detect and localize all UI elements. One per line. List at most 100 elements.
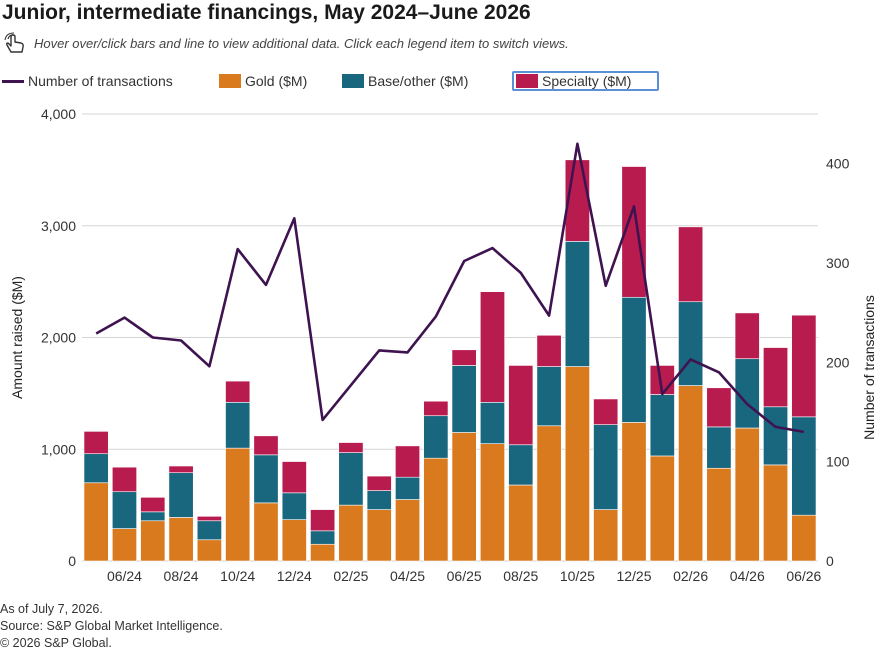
bar-base[interactable] <box>451 365 477 433</box>
bar-gold[interactable] <box>395 499 421 562</box>
bar-specialty[interactable] <box>508 365 534 446</box>
bar-specialty[interactable] <box>479 291 505 403</box>
bar-specialty[interactable] <box>253 435 279 456</box>
bar-base[interactable] <box>140 511 166 522</box>
bar-base[interactable] <box>83 453 109 484</box>
transactions-point[interactable] <box>264 282 269 287</box>
bar-base[interactable] <box>593 424 619 510</box>
transactions-point[interactable] <box>320 417 325 422</box>
bar-gold[interactable] <box>564 366 590 562</box>
transactions-point[interactable] <box>94 331 99 336</box>
bar-gold[interactable] <box>423 457 449 562</box>
bar-base[interactable] <box>281 492 307 520</box>
bar-base[interactable] <box>621 296 647 423</box>
transactions-point[interactable] <box>773 424 778 429</box>
bar-specialty[interactable] <box>338 442 364 453</box>
bar-base[interactable] <box>196 520 222 541</box>
bar-gold[interactable] <box>253 502 279 562</box>
transactions-point[interactable] <box>462 259 467 264</box>
bar-specialty[interactable] <box>734 312 760 360</box>
bar-specialty[interactable] <box>593 398 619 425</box>
legend-item-base[interactable]: Base/other ($M) <box>342 70 468 92</box>
bar-gold[interactable] <box>366 509 392 562</box>
bar-base[interactable] <box>706 426 732 469</box>
transactions-point[interactable] <box>801 429 806 434</box>
transactions-point[interactable] <box>348 383 353 388</box>
bar-gold[interactable] <box>338 504 364 562</box>
transactions-point[interactable] <box>518 270 523 275</box>
bar-base[interactable] <box>395 476 421 500</box>
bar-specialty[interactable] <box>281 461 307 494</box>
bar-gold[interactable] <box>196 539 222 562</box>
bar-base[interactable] <box>479 402 505 444</box>
bar-gold[interactable] <box>763 464 789 562</box>
bar-base[interactable] <box>678 301 704 386</box>
bar-specialty[interactable] <box>536 334 562 367</box>
bar-specialty[interactable] <box>111 466 137 493</box>
bar-base[interactable] <box>310 530 336 545</box>
transactions-point[interactable] <box>575 141 580 146</box>
bar-base[interactable] <box>423 415 449 459</box>
bar-specialty[interactable] <box>451 349 477 366</box>
bar-gold[interactable] <box>281 519 307 562</box>
bar-specialty[interactable] <box>678 226 704 303</box>
bar-gold[interactable] <box>621 422 647 562</box>
bar-gold[interactable] <box>678 385 704 562</box>
bar-base[interactable] <box>253 454 279 504</box>
bar-base[interactable] <box>649 394 675 457</box>
transactions-point[interactable] <box>433 314 438 319</box>
bar-specialty[interactable] <box>763 347 789 408</box>
bar-specialty[interactable] <box>423 400 449 417</box>
transactions-point[interactable] <box>179 338 184 343</box>
bar-specialty[interactable] <box>225 380 251 403</box>
bar-base[interactable] <box>536 366 562 427</box>
bar-gold[interactable] <box>536 425 562 562</box>
transactions-point[interactable] <box>292 216 297 221</box>
bar-gold[interactable] <box>225 447 251 562</box>
bar-gold[interactable] <box>451 432 477 562</box>
transactions-point[interactable] <box>405 350 410 355</box>
bar-gold[interactable] <box>649 455 675 562</box>
transactions-point[interactable] <box>235 247 240 252</box>
bar-gold[interactable] <box>706 467 732 562</box>
transactions-point[interactable] <box>745 402 750 407</box>
transactions-point[interactable] <box>122 315 127 320</box>
transactions-point[interactable] <box>632 204 637 209</box>
transactions-point[interactable] <box>547 313 552 318</box>
transactions-point[interactable] <box>207 364 212 369</box>
bar-gold[interactable] <box>111 528 137 562</box>
transactions-point[interactable] <box>603 283 608 288</box>
bar-specialty[interactable] <box>310 509 336 532</box>
bar-base[interactable] <box>366 490 392 510</box>
bar-specialty[interactable] <box>395 445 421 478</box>
bar-base[interactable] <box>338 452 364 506</box>
bar-gold[interactable] <box>479 443 505 562</box>
legend-item-transactions[interactable]: Number of transactions <box>2 70 173 92</box>
bar-gold[interactable] <box>310 543 336 562</box>
bar-base[interactable] <box>763 406 789 466</box>
transactions-point[interactable] <box>490 246 495 251</box>
bar-gold[interactable] <box>168 517 194 562</box>
transactions-point[interactable] <box>377 348 382 353</box>
bar-specialty[interactable] <box>83 431 109 455</box>
bar-specialty[interactable] <box>140 497 166 513</box>
bar-gold[interactable] <box>734 427 760 562</box>
bar-gold[interactable] <box>83 482 109 562</box>
bar-gold[interactable] <box>508 484 534 562</box>
bar-specialty[interactable] <box>706 387 732 428</box>
bar-specialty[interactable] <box>168 465 194 474</box>
bar-gold[interactable] <box>140 520 166 562</box>
legend-item-gold[interactable]: Gold ($M) <box>219 70 307 92</box>
legend-item-specialty[interactable]: Specialty ($M) <box>512 71 660 91</box>
bar-specialty[interactable] <box>366 475 392 491</box>
bar-gold[interactable] <box>593 509 619 562</box>
transactions-line[interactable] <box>95 142 805 434</box>
bar-gold[interactable] <box>791 514 817 562</box>
bar-specialty[interactable] <box>196 515 222 522</box>
bar-specialty[interactable] <box>791 314 817 418</box>
bar-base[interactable] <box>508 444 534 486</box>
bar-base[interactable] <box>564 241 590 367</box>
transactions-point[interactable] <box>716 370 721 375</box>
bar-base[interactable] <box>168 472 194 518</box>
bar-base[interactable] <box>225 402 251 449</box>
